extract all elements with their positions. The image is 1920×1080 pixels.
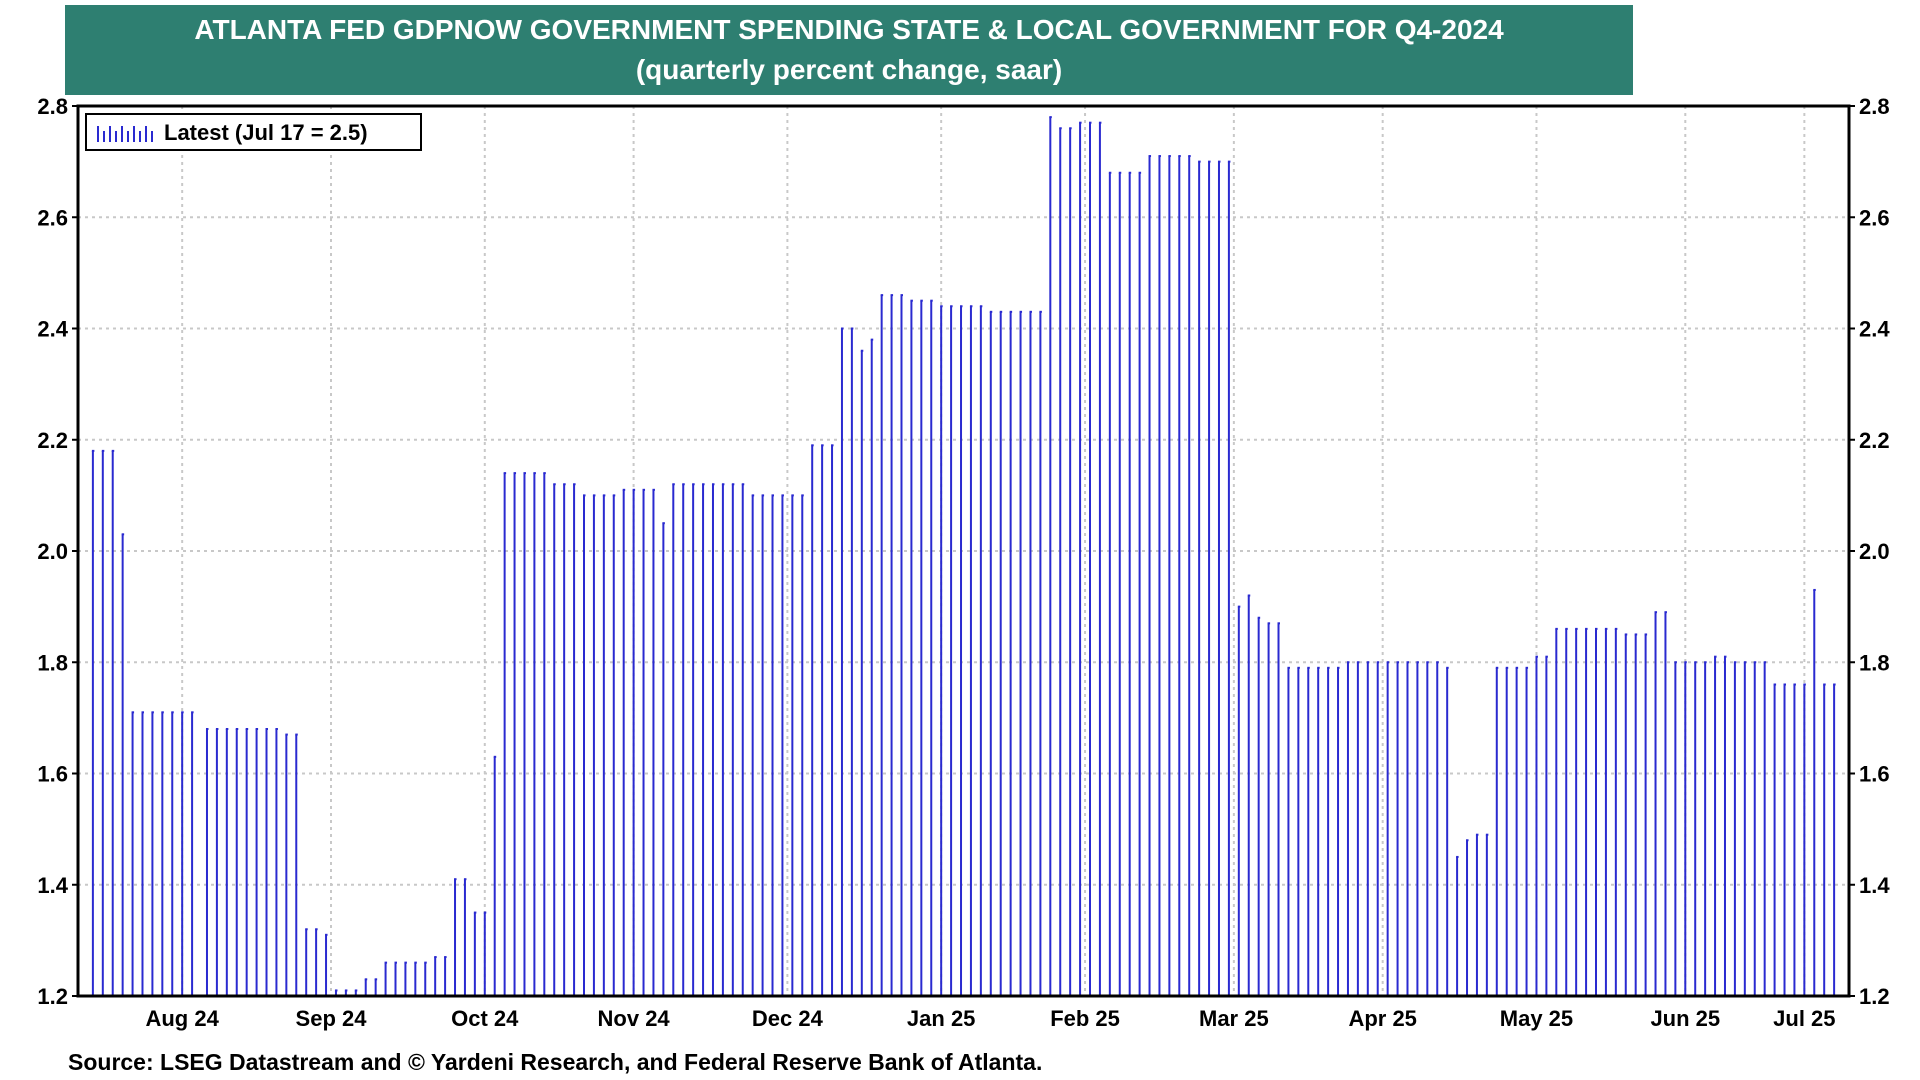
- chart-title-banner: ATLANTA FED GDPNOW GOVERNMENT SPENDING S…: [65, 5, 1633, 95]
- y-tick-label-right: 2.0: [1859, 539, 1890, 564]
- y-tick-label-right: 2.8: [1859, 94, 1890, 119]
- y-tick-label-left: 2.2: [37, 428, 68, 453]
- y-tick-label-left: 1.6: [37, 762, 68, 787]
- x-tick-label: Sep 24: [296, 1006, 368, 1031]
- y-tick-label-left: 1.2: [37, 984, 68, 1009]
- x-tick-label: Jun 25: [1650, 1006, 1720, 1031]
- chart-subtitle: (quarterly percent change, saar): [635, 54, 1063, 85]
- x-tick-label: Jan 25: [907, 1006, 976, 1031]
- x-tick-label: Feb 25: [1050, 1006, 1120, 1031]
- x-tick-label: Nov 24: [598, 1006, 671, 1031]
- y-tick-label-right: 1.6: [1859, 762, 1890, 787]
- legend-label: Latest (Jul 17 = 2.5): [164, 120, 368, 145]
- y-tick-label-right: 2.4: [1859, 317, 1890, 342]
- x-tick-label: Jul 25: [1773, 1006, 1835, 1031]
- y-tick-label-left: 2.8: [37, 94, 68, 119]
- y-tick-label-right: 2.2: [1859, 428, 1890, 453]
- y-tick-label-right: 2.6: [1859, 205, 1890, 230]
- y-tick-label-left: 2.6: [37, 205, 68, 230]
- y-tick-label-left: 1.8: [37, 650, 68, 675]
- x-tick-label: Oct 24: [451, 1006, 519, 1031]
- x-tick-label: Apr 25: [1348, 1006, 1416, 1031]
- y-tick-label-left: 1.4: [37, 873, 68, 898]
- y-tick-label-left: 2.4: [37, 317, 68, 342]
- x-tick-label: Aug 24: [145, 1006, 219, 1031]
- y-tick-label-right: 1.2: [1859, 984, 1890, 1009]
- x-tick-label: May 25: [1500, 1006, 1573, 1031]
- x-tick-label: Dec 24: [752, 1006, 824, 1031]
- chart-title: ATLANTA FED GDPNOW GOVERNMENT SPENDING S…: [194, 14, 1504, 45]
- y-tick-label-left: 2.0: [37, 539, 68, 564]
- x-tick-label: Mar 25: [1199, 1006, 1269, 1031]
- y-tick-label-right: 1.4: [1859, 873, 1890, 898]
- y-tick-label-right: 1.8: [1859, 650, 1890, 675]
- source-note: Source: LSEG Datastream and © Yardeni Re…: [68, 1049, 1043, 1075]
- legend-box: [85, 113, 422, 151]
